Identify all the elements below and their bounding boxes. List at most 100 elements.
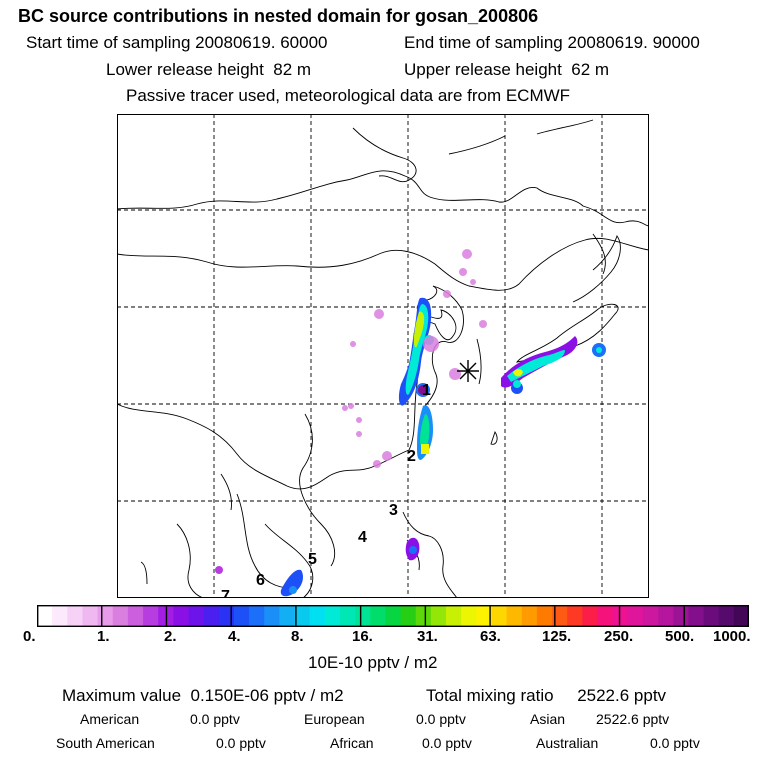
colorbar-tick: 16.	[352, 628, 373, 645]
start-time-value: 20080619. 60000	[195, 33, 328, 52]
total-mixing-ratio-value: 2522.6 pptv	[577, 686, 667, 705]
colorbar-tick: 8.	[291, 628, 304, 645]
colorbar-cell	[567, 605, 583, 627]
plume-thailand	[215, 566, 223, 574]
colorbar-cell	[400, 605, 417, 627]
colorbar-cell	[355, 605, 371, 627]
lower-release-value: 82 m	[273, 60, 312, 79]
colorbar-cell	[733, 605, 749, 627]
colorbar-cell	[67, 605, 83, 627]
receptor-hotspot	[418, 385, 428, 395]
region-label-1: 1	[422, 382, 431, 399]
region-name-american: American	[80, 711, 140, 727]
colorbar-tick: 2.	[164, 628, 177, 645]
plume-indochina	[280, 569, 303, 597]
colorbar-tick: 1000.	[713, 628, 751, 645]
page-title: BC source contributions in nested domain…	[18, 6, 539, 26]
colorbar-separators	[101, 605, 685, 627]
plume-korea-south-core	[513, 380, 521, 388]
plume-indochina-core	[289, 586, 297, 594]
region-value-african: 0.0 pptv	[422, 735, 472, 751]
region-name-australian: Australian	[536, 735, 599, 751]
region-name-asian: Asian	[530, 711, 566, 727]
map-frame	[117, 114, 649, 598]
colorbar-cell	[173, 605, 189, 627]
region-label-5: 5	[308, 551, 317, 568]
colorbar-cell	[552, 605, 568, 627]
colorbar-cell	[718, 605, 735, 627]
source-contribution-map: 1 2 3 4 5 6 7	[117, 114, 649, 598]
colorbar-cell	[446, 605, 462, 627]
region-value-asian: 2522.6 pptv	[596, 711, 670, 727]
receptor-marker	[457, 360, 479, 382]
end-time-label: End time of sampling	[404, 33, 563, 52]
region-value-australian: 0.0 pptv	[650, 735, 700, 751]
colorbar-cell	[264, 605, 280, 627]
end-time-value: 20080619. 90000	[567, 33, 700, 52]
colorbar-cell	[143, 605, 159, 627]
colorbar-cell	[612, 605, 629, 627]
plume-japan-east-core	[596, 347, 602, 353]
colorbar-cell	[218, 605, 235, 627]
plume-japan-hot	[513, 369, 523, 377]
colorbar-cell	[309, 605, 326, 627]
colorbar-cell	[506, 605, 523, 627]
colorbar-cell	[37, 605, 53, 627]
colorbar-cell	[203, 605, 220, 627]
total-mixing-ratio: Total mixing ratio 2522.6 pptv	[426, 686, 666, 706]
colorbar-cell	[279, 605, 295, 627]
colorbar-cell	[491, 605, 508, 627]
region-value-european: 0.0 pptv	[416, 711, 466, 727]
colorbar-tick: 4.	[228, 628, 241, 645]
colorbar-cell	[476, 605, 492, 627]
colorbar-cell	[249, 605, 265, 627]
colorbar-cell	[127, 605, 144, 627]
colorbar-cell	[188, 605, 205, 627]
colorbar-cell	[658, 605, 674, 627]
upper-release-label: Upper release height	[404, 60, 562, 79]
colorbar-units: 10E-10 pptv / m2	[308, 653, 438, 672]
colorbar-cell	[294, 605, 311, 627]
colorbar-cell	[627, 605, 644, 627]
region-name-south-american: South American	[56, 735, 155, 751]
region-value-south-american: 0.0 pptv	[216, 735, 266, 751]
plume-shandong-core	[420, 414, 430, 452]
colorbar-cell	[688, 605, 704, 627]
colorbar-tick: 63.	[480, 628, 501, 645]
colorbar-cell	[415, 605, 432, 627]
region-value-american: 0.0 pptv	[190, 711, 240, 727]
plume-shandong-yellow	[421, 444, 429, 454]
colorbar-cell	[82, 605, 98, 627]
colorbar-cell	[112, 605, 129, 627]
region-name-african: African	[330, 735, 374, 751]
colorbar-cell	[324, 605, 341, 627]
region-label-4: 4	[358, 529, 367, 546]
upper-release-value: 62 m	[571, 60, 610, 79]
region-label-6: 6	[256, 572, 265, 589]
colorbar-cell	[582, 605, 598, 627]
region-label-7: 7	[221, 588, 230, 598]
colorbar-cell	[461, 605, 477, 627]
colorbar-cell	[339, 605, 356, 627]
colorbar-frame	[37, 605, 749, 627]
maximum-value-number: 0.150E-06 pptv / m2	[190, 686, 344, 705]
colorbar-cell	[430, 605, 447, 627]
colorbar-cell	[703, 605, 720, 627]
region-name-european: European	[304, 711, 365, 727]
colorbar-tick: 1.	[97, 628, 110, 645]
concentration-field	[215, 249, 606, 597]
colorbar-tick: 0.	[23, 628, 36, 645]
lower-release-label: Lower release height	[106, 60, 264, 79]
region-label-2: 2	[407, 448, 416, 465]
plume-philippines-core	[409, 546, 417, 554]
colorbar-cell	[521, 605, 538, 627]
upper-release: Upper release height 62 m	[404, 60, 609, 80]
maximum-value: Maximum value 0.150E-06 pptv / m2	[62, 686, 344, 706]
colorbar-cell	[52, 605, 68, 627]
colorbar-cell	[233, 605, 250, 627]
colorbar-tick: 250.	[604, 628, 634, 645]
total-mixing-ratio-label: Total mixing ratio	[426, 686, 554, 705]
maximum-value-label: Maximum value	[62, 686, 182, 705]
start-time: Start time of sampling 20080619. 60000	[26, 33, 328, 53]
lower-release: Lower release height 82 m	[106, 60, 311, 80]
